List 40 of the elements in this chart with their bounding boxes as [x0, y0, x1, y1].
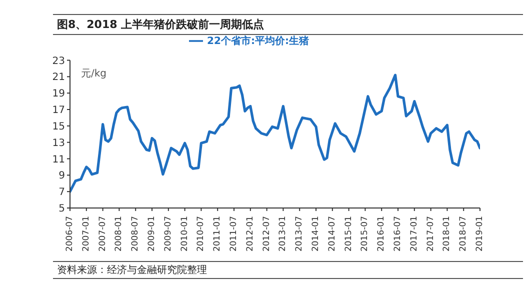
- y-tick-label: 11: [52, 154, 65, 166]
- x-tick-label: 2007-01: [81, 216, 92, 252]
- chart-title: 图8、2018 上半年猪价跌破前一周期低点: [53, 14, 523, 35]
- x-tick-label: 2015-07: [360, 216, 370, 252]
- x-tick-label: 2012-07: [262, 216, 272, 252]
- y-tick-label: 5: [58, 204, 65, 215]
- legend-label: 22个省市:平均价:生猪: [207, 36, 309, 47]
- y-axis-title: 元/kg: [81, 68, 107, 80]
- y-tick-label: 15: [52, 121, 65, 132]
- x-tick-label: 2011-07: [229, 216, 239, 252]
- x-tick-label: 2016-07: [393, 216, 403, 252]
- x-tick-label: 2014-01: [311, 216, 321, 252]
- y-tick-label: 9: [58, 170, 65, 182]
- x-tick-label: 2009-01: [147, 216, 157, 252]
- x-tick-label: 2006-07: [65, 216, 75, 252]
- x-tick-label: 2011-01: [212, 216, 223, 252]
- x-tick-label: 2008-01: [114, 216, 124, 252]
- text: 资料来源：经济与金融研究院整理: [53, 261, 523, 279]
- x-tick-label: 2019-01: [475, 216, 485, 252]
- y-tick-label: 13: [52, 138, 65, 149]
- x-tick-label: 2007-07: [98, 216, 108, 252]
- y-tick-label: 17: [52, 105, 65, 116]
- x-tick-label: 2009-07: [163, 216, 174, 252]
- y-tick-label: 23: [52, 56, 65, 67]
- x-tick-label: 2013-01: [278, 216, 288, 252]
- x-tick-label: 2010-01: [180, 216, 190, 252]
- x-tick-label: 2013-07: [294, 216, 305, 252]
- x-tick-label: 2017-01: [409, 216, 420, 252]
- y-tick-label: 21: [52, 72, 65, 84]
- x-tick-label: 2018-01: [442, 216, 452, 252]
- y-tick-label: 7: [58, 187, 65, 198]
- x-tick-label: 2017-07: [426, 216, 436, 252]
- x-tick-label: 2018-07: [458, 216, 469, 252]
- x-tick-label: 2012-01: [245, 216, 256, 252]
- y-tick-label: 19: [52, 88, 65, 100]
- x-tick-label: 2010-07: [196, 216, 206, 252]
- x-tick-label: 2014-07: [327, 216, 338, 252]
- x-tick-label: 2016-01: [376, 216, 387, 252]
- x-tick-label: 2008-07: [130, 216, 141, 252]
- x-tick-label: 2015-01: [344, 216, 354, 252]
